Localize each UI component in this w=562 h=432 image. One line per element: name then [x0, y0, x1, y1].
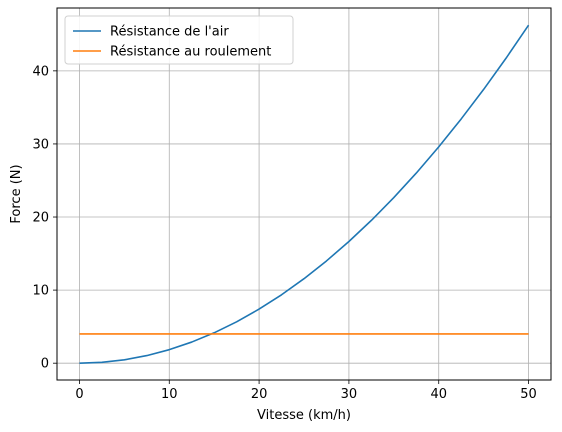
y-axis-label: Force (N) [9, 164, 24, 223]
series-line-1 [79, 24, 530, 364]
y-tick-label: 0 [41, 357, 49, 372]
grid-lines [57, 8, 551, 380]
plot-area-frame [56, 7, 552, 381]
series-lines [79, 24, 530, 364]
y-axis-ticks: 0 10 20 30 40 [32, 64, 57, 372]
x-axis-label: Vitesse (km/h) [257, 408, 351, 423]
x-tick-label: 30 [341, 387, 358, 402]
x-tick-label: 20 [251, 387, 268, 402]
x-tick-label: 0 [75, 387, 83, 402]
y-tick-label: 20 [32, 211, 49, 226]
x-tick-label: 40 [430, 387, 447, 402]
legend-entry-label: Résistance au roulement [110, 45, 271, 60]
y-tick-label: 30 [32, 137, 49, 152]
y-tick-label: 10 [32, 284, 49, 299]
x-tick-label: 50 [520, 387, 537, 402]
legend: Résistance de l'air Résistance au rouleme… [64, 15, 294, 65]
x-axis-ticks: 0 10 20 30 40 50 [75, 380, 537, 402]
y-tick-label: 40 [32, 64, 49, 79]
x-tick-label: 10 [161, 387, 178, 402]
legend-entry-label: Résistance de l'air [110, 25, 229, 40]
legend-box [64, 15, 294, 65]
